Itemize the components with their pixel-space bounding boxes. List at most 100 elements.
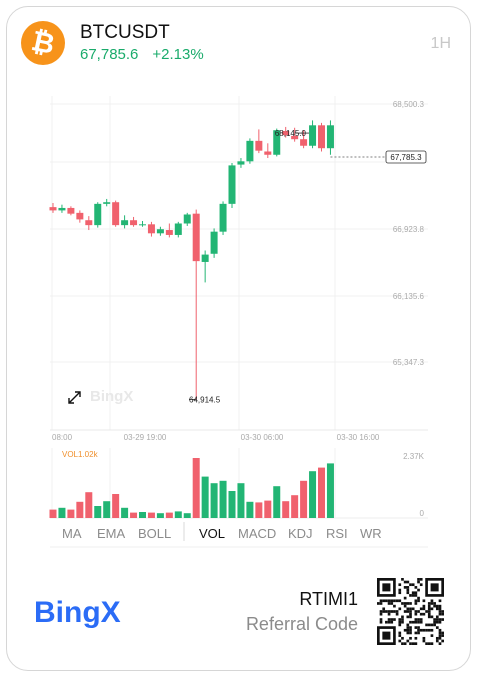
candle bbox=[139, 224, 146, 226]
tab-ma[interactable]: MA bbox=[62, 526, 82, 541]
volume-bar bbox=[130, 512, 138, 518]
candle bbox=[130, 220, 138, 226]
volume-bar bbox=[183, 513, 191, 518]
volume-bar bbox=[309, 471, 317, 518]
y-tick-label: 65,347.3 bbox=[393, 358, 425, 367]
last-price: 67,785.6 bbox=[80, 46, 139, 63]
tab-boll[interactable]: BOLL bbox=[138, 526, 172, 541]
candle bbox=[174, 223, 182, 235]
volume-bar bbox=[201, 476, 209, 518]
volume-y-tick: 2.37K bbox=[403, 452, 425, 461]
interval-label: 1H bbox=[430, 35, 451, 52]
candle bbox=[264, 151, 272, 155]
candle bbox=[103, 202, 111, 204]
candle bbox=[121, 220, 129, 226]
candle bbox=[326, 125, 334, 149]
volume-bar bbox=[67, 509, 75, 518]
candle bbox=[273, 130, 281, 155]
candle bbox=[76, 212, 84, 220]
last-price-box bbox=[385, 150, 427, 164]
volume-bar bbox=[246, 501, 254, 518]
candle bbox=[228, 165, 236, 204]
referral-label: Referral Code bbox=[245, 614, 358, 634]
bitcoin-icon: ₿ bbox=[21, 21, 65, 65]
candle bbox=[300, 139, 308, 146]
brand-text: BingX bbox=[34, 596, 121, 628]
candle bbox=[255, 140, 263, 151]
watermark-text: BingX bbox=[90, 388, 133, 405]
volume-bar bbox=[237, 483, 245, 518]
volume-bar bbox=[264, 500, 272, 518]
volume-bar bbox=[326, 463, 334, 518]
volume-bar bbox=[210, 483, 218, 518]
indicator-tabs: MA EMA BOLL VOL MACD KDJ RSI WR bbox=[50, 526, 400, 546]
candle bbox=[318, 125, 325, 149]
candle bbox=[156, 229, 164, 234]
volume-bar bbox=[300, 480, 308, 518]
volume-bar bbox=[103, 501, 111, 518]
volume-bar bbox=[58, 507, 66, 518]
tab-kdj[interactable]: KDJ bbox=[288, 526, 313, 541]
candle bbox=[165, 230, 173, 235]
candle bbox=[291, 135, 299, 140]
candle bbox=[183, 214, 191, 224]
volume-bar bbox=[85, 492, 93, 518]
price-change: +2.13% bbox=[152, 46, 204, 63]
volume-bar bbox=[192, 458, 200, 518]
volume-bar bbox=[282, 501, 290, 518]
volume-bar bbox=[156, 513, 164, 518]
y-tick-label: 68,500.3 bbox=[393, 100, 425, 109]
expand-arrows-icon[interactable] bbox=[68, 391, 81, 404]
symbol-title: BTCUSDT bbox=[80, 22, 170, 43]
volume-bar bbox=[228, 491, 236, 518]
candle bbox=[67, 207, 75, 214]
bingx-logo: BingX bbox=[34, 596, 121, 628]
candle bbox=[49, 207, 57, 211]
volume-bar bbox=[49, 509, 57, 518]
last-price-label: 67,785.3 bbox=[390, 153, 422, 162]
chart-watermark: BingX bbox=[68, 388, 133, 405]
candle bbox=[94, 203, 102, 226]
y-tick-label: 66,923.8 bbox=[393, 225, 425, 234]
volume-bar bbox=[174, 511, 182, 518]
candle bbox=[282, 131, 290, 136]
chart-labels: 68,500.3 66,923.8 66,135.6 65,347.3 08:00 03-… bbox=[52, 100, 427, 518]
x-tick-label: 08:00 bbox=[52, 433, 73, 442]
tab-macd[interactable]: MACD bbox=[238, 526, 277, 541]
low-price-label: 64,914.5 bbox=[189, 395, 221, 404]
tab-wr[interactable]: WR bbox=[360, 526, 382, 541]
price-row: 67,785.6 +2.13% bbox=[80, 46, 204, 63]
candle bbox=[201, 254, 209, 262]
x-tick-label: 03-29 19:00 bbox=[124, 433, 167, 442]
candle bbox=[58, 207, 66, 211]
volume-bar bbox=[318, 467, 325, 518]
volume-bar bbox=[121, 507, 129, 518]
x-tick-label: 03-30 16:00 bbox=[337, 433, 380, 442]
candlestick-chart: BingX 68,500.3 66,923.8 66,135.6 65,347.3 08… bbox=[49, 96, 428, 548]
candles bbox=[49, 120, 334, 400]
tab-vol[interactable]: VOL bbox=[199, 526, 226, 541]
candle bbox=[147, 224, 155, 234]
x-tick-label: 03-30 06:00 bbox=[241, 433, 284, 442]
candle bbox=[219, 203, 227, 232]
volume-bar bbox=[112, 494, 120, 518]
candle bbox=[112, 202, 120, 226]
volume-bars bbox=[49, 458, 334, 518]
candle bbox=[246, 140, 254, 162]
candle bbox=[237, 161, 245, 165]
volume-y-tick: 0 bbox=[420, 509, 425, 518]
high-price-label: 68,145.0 bbox=[275, 129, 307, 138]
candle bbox=[309, 125, 317, 146]
volume-bar bbox=[94, 506, 102, 518]
candle bbox=[85, 220, 93, 226]
volume-bar bbox=[147, 512, 155, 518]
candle bbox=[192, 213, 200, 262]
volume-bar bbox=[255, 502, 263, 518]
tab-ema[interactable]: EMA bbox=[97, 526, 126, 541]
volume-bar bbox=[291, 495, 299, 518]
candle bbox=[210, 231, 218, 254]
volume-bar bbox=[139, 512, 146, 518]
volume-bar bbox=[76, 501, 84, 518]
tab-rsi[interactable]: RSI bbox=[326, 526, 348, 541]
chart-grid bbox=[50, 96, 428, 548]
